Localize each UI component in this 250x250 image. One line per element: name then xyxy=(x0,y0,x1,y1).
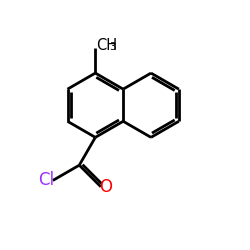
Text: 3: 3 xyxy=(109,42,116,52)
Text: O: O xyxy=(99,178,112,196)
Text: Cl: Cl xyxy=(38,172,55,190)
Text: CH: CH xyxy=(96,38,118,53)
